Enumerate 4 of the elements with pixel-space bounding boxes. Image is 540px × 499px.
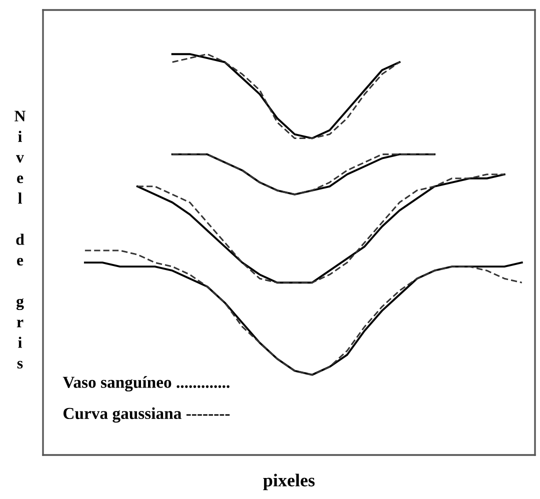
annotation: Vaso sanguíneo ............. — [62, 376, 230, 392]
annotation: Curva gaussiana -------- — [63, 407, 230, 423]
text: Nivel de gris — [14, 110, 26, 369]
x-axis-title: pixeles — [263, 474, 315, 490]
